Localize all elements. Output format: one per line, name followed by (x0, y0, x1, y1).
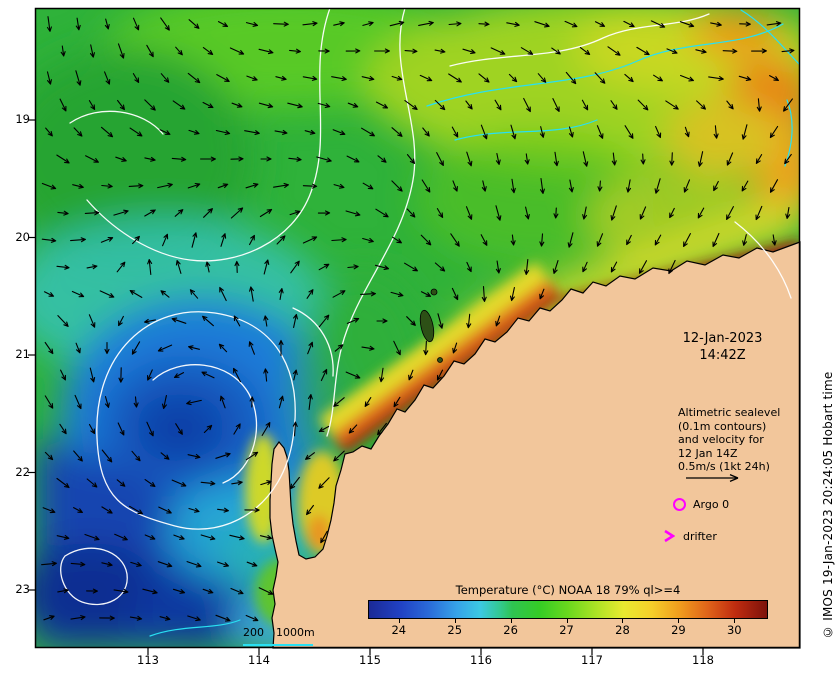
colorbar-tick (678, 619, 680, 623)
colorbar-tick-label: 27 (559, 623, 574, 637)
map-frame (34, 7, 801, 649)
drifter-label: drifter (683, 529, 717, 543)
x-axis-tick-label: 113 (137, 653, 159, 667)
sealevel-contours-white (60, 8, 792, 606)
map-date: 12-Jan-2023 (682, 331, 763, 346)
map-datetime: 12-Jan-2023 14:42Z (655, 330, 790, 364)
colorbar-tick-label: 26 (503, 623, 518, 637)
bathymetry-scale-line (243, 644, 313, 646)
x-axis-tick-label: 117 (581, 653, 603, 667)
sst-map-canvas (28, 7, 801, 655)
argo-legend: Argo 0 (673, 498, 729, 511)
argo-label: Argo 0 (693, 498, 730, 511)
altimetry-legend-line: 12 Jan 14Z (678, 446, 738, 460)
imos-credit: © IMOS 19-Jan-2023 20:24:05 Hobart time (821, 371, 835, 639)
y-axis-tick-label: 23 (15, 582, 30, 596)
colorbar-tick-label: 30 (726, 623, 742, 637)
altimetry-legend-line: (0.1m contours) (678, 419, 767, 433)
land-australia (269, 241, 801, 649)
bathymetry-scale-labels: 200 1000m (243, 626, 315, 639)
colorbar-tick (622, 619, 624, 623)
sst-broad-features (35, 8, 800, 648)
bathymetry-contours-cyan (149, 9, 800, 637)
altimetry-legend-line: Altimetric sealevel (678, 406, 781, 419)
altimetry-legend-line: 0.5m/s (1kt 24h) (678, 460, 770, 473)
x-axis-tick-label: 114 (248, 653, 270, 667)
altimetry-legend: Altimetric sealevel (0.1m contours) and … (678, 406, 780, 474)
x-axis-tick-label: 116 (470, 653, 492, 667)
bathy-1000-label: 1000m (276, 626, 315, 639)
colorbar-tick-label: 29 (671, 623, 686, 637)
x-axis-tick-label: 115 (359, 653, 381, 667)
drifter-marker-icon (664, 529, 675, 543)
colorbar-tick (734, 619, 736, 623)
colorbar-tick (454, 619, 456, 623)
drifter-legend: drifter (663, 529, 717, 543)
y-axis-tick-label: 20 (15, 229, 30, 244)
colorbar-tick (510, 619, 512, 623)
y-axis-tick-label: 22 (15, 464, 30, 479)
colorbar-tick-label: 28 (615, 623, 630, 637)
y-axis-tick-label: 19 (15, 112, 30, 126)
colorbar-tick (566, 619, 568, 623)
argo-marker-icon (673, 498, 686, 511)
y-axis-tick-label: 21 (15, 347, 30, 361)
colorbar-tick-labels: 24 25 26 27 28 29 30 (368, 619, 768, 637)
colorbar-tick-label: 25 (447, 623, 463, 637)
axis-ticks (28, 119, 704, 655)
map-time: 14:42Z (699, 348, 746, 363)
colorbar-tick (398, 619, 400, 623)
colorbar: Temperature (°C) NOAA 18 79% ql>=4 24 25 2… (368, 583, 768, 637)
velocity-scale-arrow-icon (686, 474, 739, 482)
velocity-arrows (41, 16, 795, 622)
x-axis-tick-label: 118 (692, 653, 714, 667)
land-mask (269, 241, 801, 649)
colorbar-title: Temperature (°C) NOAA 18 79% ql>=4 (455, 583, 681, 597)
colorbar-tick-label: 24 (391, 623, 407, 637)
bathy-200-label: 200 (243, 626, 264, 639)
islands (419, 288, 443, 363)
colorbar-gradient (368, 600, 768, 619)
altimetry-legend-line: and velocity for (678, 433, 764, 446)
